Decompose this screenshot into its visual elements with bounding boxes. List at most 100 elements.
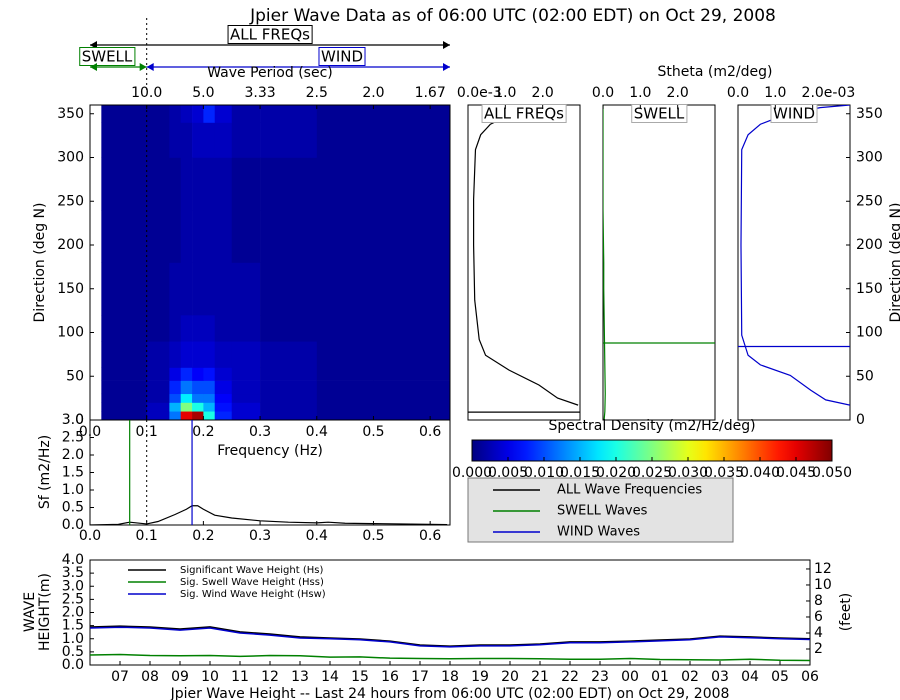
x-tick-label: 17 [411,669,429,685]
x-tick-label: 06 [801,669,819,685]
heatmap-cell [214,380,233,395]
heatmap-cell [203,380,216,395]
x-tick-label: 1.0 [629,85,651,101]
heatmap-cell [260,122,318,158]
heatmap-cell [203,157,216,211]
height-line [89,625,811,647]
heatmap-cell [180,380,193,395]
heatmap-cell [316,315,374,342]
heatmap-cell [180,341,193,368]
heatmap-cell [260,367,318,381]
heatmap-cell [203,262,216,316]
heatmap-cell [214,157,233,211]
y-tick-label: 2.0 [62,605,84,621]
y-tick-label: 50 [66,368,84,384]
heatmap-cell [146,367,170,381]
heatmap-cell [146,411,170,421]
x-tick-label: 22 [561,669,579,685]
y2-tick-label: 4 [814,625,823,641]
y2-tick-label: 10 [814,577,832,593]
heatmap-cells [101,105,451,421]
y-tick-label: 0 [856,412,865,428]
x-tick-label: 1.0 [494,85,516,101]
annotation-box [79,47,136,66]
y2-tick-label: 2 [814,641,823,657]
colorbar-tick-label: 0.000 [452,465,492,481]
y-tick-label: 3.0 [62,578,84,594]
y-tick-label: 1.0 [62,631,84,647]
heatmap-cell [180,105,193,123]
heatmap-cell [203,341,216,368]
colorbar-tick-label: 0.045 [776,465,816,481]
height-line [89,626,811,648]
x-tick-label: 08 [141,669,159,685]
heatmap-cell [169,411,182,421]
axes-frame [467,104,581,421]
heatmap-cell [146,262,170,316]
heatmap-cell [373,380,451,395]
x-tick-label: 15 [351,669,369,685]
heatmap-cell [203,210,216,263]
heatmap-cell [192,380,204,395]
x-tick-label: 0.2 [192,528,214,544]
heatmap-cell [231,367,261,381]
heatmap-cell [203,402,216,412]
x-tick-label: 0.3 [249,424,271,440]
heatmap-cell [260,411,318,421]
heatmap-cell [146,122,170,158]
wind-arrow-head [146,63,154,71]
x-tick-label: 21 [531,669,549,685]
heatmap-cell [231,210,261,263]
y-tick-label: 350 [57,106,84,122]
heatmap-cell [101,411,147,421]
y-axis-label: Sf (m2/Hz) [37,435,53,509]
y-axis-label: Direction (deg N) [32,203,48,323]
legend: ALL Wave Frequencies SWELL Waves WIND Wave… [467,477,734,543]
x-tick-label: 0.6 [419,424,441,440]
heatmap-cell [203,411,216,421]
heatmap-cell [231,262,261,316]
heatmap-cell [231,315,261,342]
legend-label: WIND Waves [557,525,640,540]
x2-tick-label: 1.67 [415,85,446,101]
heatmap-cell [260,315,318,342]
x-tick-label: 00 [621,669,639,685]
y-tick-label: 150 [856,281,883,297]
x-tick-label: 14 [321,669,339,685]
all-freq-arrow-head [443,41,450,49]
heatmap-cell [192,367,204,381]
spectrum-line [90,505,448,525]
x-tick-label: 09 [171,669,189,685]
y-tick-label: 250 [57,193,84,209]
heatmap-cell [231,411,261,421]
annotation: ALL FREQs [230,26,310,44]
legend-label: SWELL Waves [557,504,648,519]
heatmap-cell [169,341,182,368]
legend-label: Significant Wave Height (Hs) [180,565,323,576]
heatmap-cell [214,393,233,403]
heatmap-cell [146,157,170,211]
figure-title: Jpier Wave Data as of 06:00 UTC (02:00 E… [249,6,776,26]
direction-profile [473,105,579,406]
y-tick-label: 0.0 [62,517,84,533]
x-tick-label: 0.6 [419,528,441,544]
heatmap-cell [169,315,182,342]
heatmap-cell [316,380,374,395]
heatmap-cell [260,262,318,316]
heatmap-cell [214,315,233,342]
axes-frame [602,104,716,421]
heatmap-cell [260,402,318,412]
x-axis-label: Stheta (m2/deg) [658,64,773,80]
x-tick-label: 0.5 [362,528,384,544]
y-tick-label: 300 [856,150,883,166]
heatmap-cell [231,393,261,403]
heatmap-cell [373,210,451,263]
heatmap-cell [316,402,374,412]
heatmap-cell [373,341,451,368]
panel-label: SWELL [634,105,685,123]
heatmap-cell [169,380,182,395]
y-tick-label: 50 [856,368,874,384]
x2-tick-label: 2.5 [306,85,328,101]
x-tick-label: 2.0 [532,85,554,101]
